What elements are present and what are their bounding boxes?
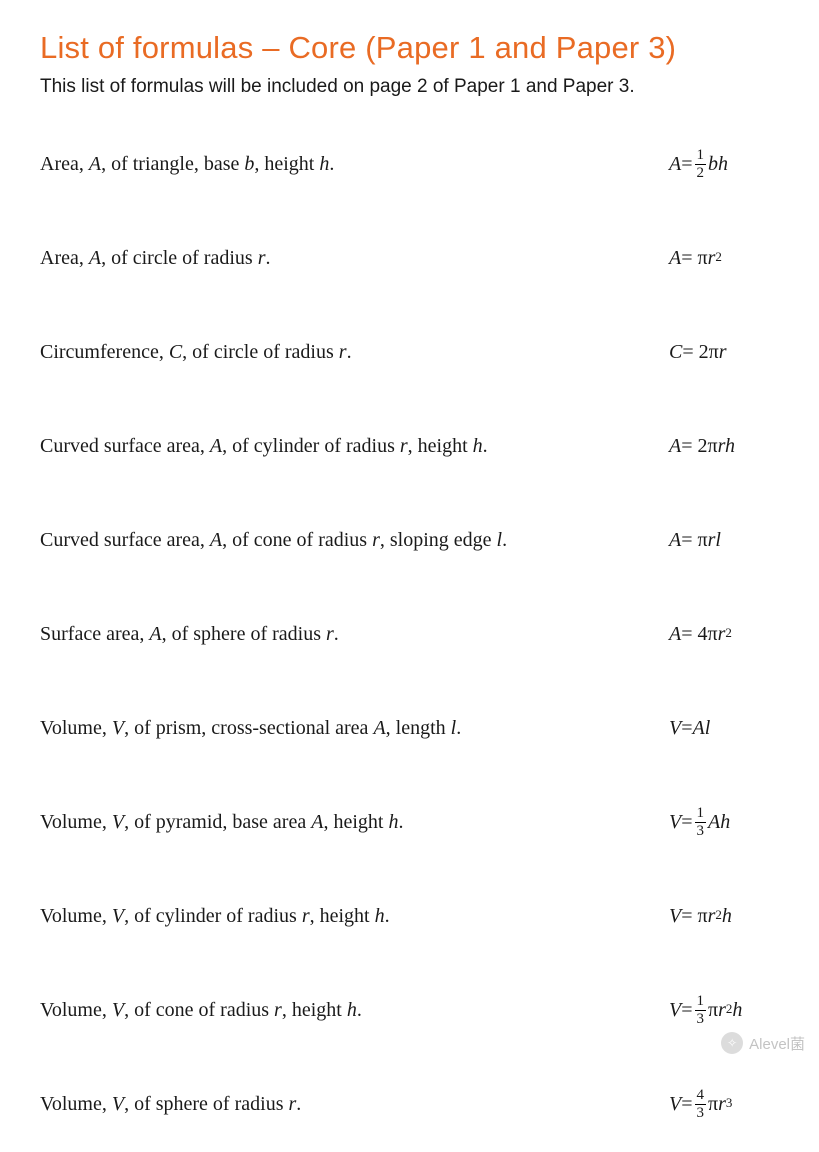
formula-expression: V = 13πr2h (669, 994, 779, 1027)
formula-description: Curved surface area, A, of cylinder of r… (40, 433, 669, 459)
formula-row: Volume, V, of cylinder of radius r, heig… (40, 898, 779, 934)
page-container: List of formulas – Core (Paper 1 and Pap… (0, 0, 819, 1152)
watermark-text: Alevel菌 (749, 1033, 805, 1054)
formula-row: Curved surface area, A, of cylinder of r… (40, 428, 779, 464)
page-subtitle: This list of formulas will be included o… (40, 76, 779, 98)
formula-row: Volume, V, of prism, cross-sectional are… (40, 710, 779, 746)
formula-row: Circumference, C, of circle of radius r.… (40, 334, 779, 370)
formula-description: Volume, V, of sphere of radius r. (40, 1091, 669, 1117)
formula-row: Area, A, of circle of radius r.A = πr2 (40, 240, 779, 276)
formula-expression: V = Al (669, 717, 779, 740)
formula-row: Volume, V, of sphere of radius r.V = 43π… (40, 1086, 779, 1122)
formula-expression: A = πr2 (669, 247, 779, 270)
formula-expression: A = 2πrh (669, 435, 779, 458)
formula-row: Volume, V, of cone of radius r, height h… (40, 992, 779, 1028)
formula-expression: V = πr2h (669, 905, 779, 928)
formula-expression: V = 43πr3 (669, 1088, 779, 1121)
formula-row: Surface area, A, of sphere of radius r.A… (40, 616, 779, 652)
formula-expression: A = 4πr2 (669, 623, 779, 646)
formula-row: Volume, V, of pyramid, base area A, heig… (40, 804, 779, 840)
formula-description: Area, A, of triangle, base b, height h. (40, 151, 669, 177)
formula-row: Curved surface area, A, of cone of radiu… (40, 522, 779, 558)
formula-expression: A = πrl (669, 529, 779, 552)
formula-description: Surface area, A, of sphere of radius r. (40, 621, 669, 647)
formula-description: Volume, V, of prism, cross-sectional are… (40, 715, 669, 741)
formula-description: Volume, V, of cone of radius r, height h… (40, 997, 669, 1023)
formula-description: Area, A, of circle of radius r. (40, 245, 669, 271)
formula-description: Curved surface area, A, of cone of radiu… (40, 527, 669, 553)
watermark-icon: ✧ (721, 1032, 743, 1054)
formula-description: Volume, V, of pyramid, base area A, heig… (40, 809, 669, 835)
formula-expression: A = 12bh (669, 148, 779, 181)
formula-row: Area, A, of triangle, base b, height h.A… (40, 146, 779, 182)
formula-description: Volume, V, of cylinder of radius r, heig… (40, 903, 669, 929)
formula-list: Area, A, of triangle, base b, height h.A… (40, 146, 779, 1122)
watermark: ✧ Alevel菌 (721, 1032, 805, 1054)
page-title: List of formulas – Core (Paper 1 and Pap… (40, 30, 779, 66)
formula-description: Circumference, C, of circle of radius r. (40, 339, 669, 365)
formula-expression: C = 2πr (669, 341, 779, 364)
formula-expression: V = 13Ah (669, 806, 779, 839)
